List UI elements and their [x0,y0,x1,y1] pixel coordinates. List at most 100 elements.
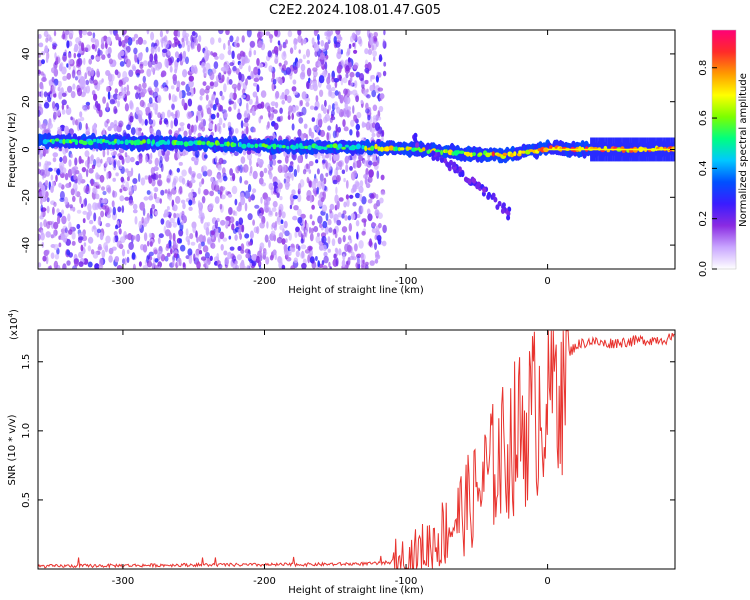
carrier-peak [119,140,124,145]
noise-speck [148,97,153,104]
noise-speck [98,257,104,267]
noise-speck [170,248,173,255]
noise-speck [358,73,365,81]
noise-speck [95,100,99,109]
noise-speck [150,46,155,55]
noise-speck [49,265,52,269]
noise-speck [324,42,329,51]
noise-speck [191,31,196,36]
x-tick-label: 0 [544,276,550,287]
noise-speck [53,30,57,37]
noise-speck [149,213,153,219]
noise-speck [215,231,220,238]
noise-speck [220,244,224,251]
carrier-peak [307,144,312,151]
noise-speck [77,87,82,97]
noise-speck [257,103,263,109]
noise-speck [119,195,125,202]
noise-speck [159,30,163,38]
noise-speck [188,79,194,88]
noise-speck [61,99,67,106]
carrier-peak [276,144,280,148]
noise-speck [152,102,157,111]
noise-speck [157,94,162,104]
noise-speck [311,37,315,46]
noise-speck [140,177,146,186]
carrier-peak [513,151,517,157]
carrier-peak [99,138,104,144]
carrier-peak [45,139,51,143]
noise-speck [227,49,232,56]
noise-speck [145,154,148,164]
noise-speck [209,81,215,87]
noise-speck [318,118,323,126]
noise-speck [383,61,387,67]
noise-speck [114,88,119,94]
noise-speck [182,214,187,223]
noise-speck [72,195,76,202]
noise-speck [73,258,79,267]
noise-speck [358,186,364,194]
noise-speck [81,30,88,36]
noise-speck [362,259,365,264]
carrier-peak [406,146,413,150]
noise-speck [272,78,277,85]
noise-speck [42,197,46,203]
noise-speck [118,148,125,154]
noise-speck [250,194,256,201]
noise-speck [356,129,359,138]
noise-speck [79,111,83,118]
noise-speck [361,205,364,214]
noise-speck [151,203,156,210]
noise-speck [74,76,79,81]
noise-speck [375,194,379,199]
noise-speck [142,244,148,253]
carrier-peak [246,142,251,148]
noise-speck [160,218,165,225]
noise-speck [70,116,73,121]
noise-speck [254,204,260,209]
noise-speck [125,58,131,68]
carrier-peak [96,138,100,144]
noise-speck [348,222,352,232]
noise-speck [378,222,382,229]
noise-speck [137,114,143,122]
noise-speck [40,198,43,205]
noise-speck [268,154,273,162]
noise-speck [350,119,355,127]
noise-speck [117,100,120,108]
noise-speck [154,211,158,216]
noise-speck [280,115,284,122]
noise-speck [53,201,57,207]
noise-speck [132,65,137,72]
noise-speck [59,190,65,200]
noise-speck [168,244,172,249]
noise-speck [218,37,222,43]
noise-speck [56,208,60,214]
noise-speck [267,121,270,129]
noise-speck [203,68,208,77]
noise-speck [311,220,315,226]
noise-speck [339,165,342,170]
noise-speck [352,42,355,48]
noise-speck [64,172,69,181]
snr-y-ticks: 0.5 1.0 1.5 [21,354,675,508]
noise-speck [273,46,279,54]
noise-speck [235,220,239,227]
noise-speck [147,102,151,108]
colorbar-ticks: 0.0 0.2 0.4 0.6 0.8 [698,60,717,277]
y-tick-label: 20 [21,95,32,108]
noise-speck [333,36,337,44]
noise-speck [252,91,258,98]
noise-speck [169,169,172,176]
noise-speck [148,195,154,201]
noise-speck [326,83,332,90]
noise-speck [322,70,327,78]
noise-speck [122,70,128,80]
noise-speck [294,231,298,238]
noise-speck [193,125,196,135]
noise-speck [90,178,94,187]
noise-speck [333,253,337,259]
noise-speck [178,212,183,222]
noise-speck [366,88,369,93]
